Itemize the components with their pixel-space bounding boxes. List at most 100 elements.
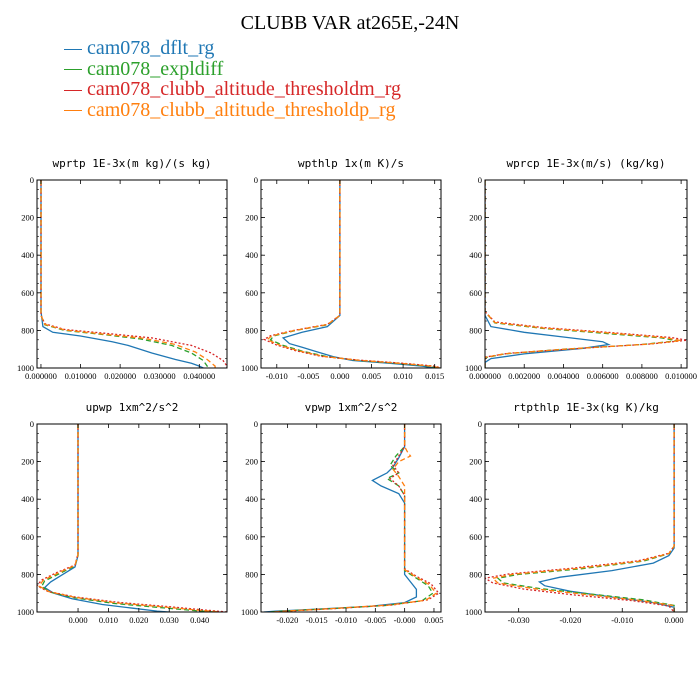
x-tick-label: 0.000000 (25, 371, 57, 381)
y-tick-label: 800 (469, 325, 482, 335)
x-tick-label: -0.020 (559, 615, 581, 625)
x-tick-label: -0.010 (335, 615, 357, 625)
x-tick-label: 0.020000 (104, 371, 136, 381)
series-line-2 (40, 424, 215, 612)
x-tick-label: 0.000 (68, 615, 87, 625)
series-line-4 (266, 180, 441, 368)
x-tick-label: -0.030 (508, 615, 530, 625)
y-tick-label: 400 (245, 250, 258, 260)
panel-title: rtpthlp 1E-3x(kg K)/kg (513, 401, 659, 414)
y-tick-label: 600 (245, 532, 258, 542)
y-tick-label: 600 (469, 288, 482, 298)
x-tick-label: 0.040 (190, 615, 209, 625)
y-tick-label: 0 (254, 175, 258, 185)
x-tick-label: -0.020 (276, 615, 298, 625)
legend-label-3: cam078_clubb_altitude_thresholdm_rg (87, 78, 402, 100)
legend-entry-3: cam078_clubb_altitude_thresholdm_rg (64, 79, 401, 100)
x-tick-label: -0.015 (306, 615, 328, 625)
y-tick-label: 1000 (241, 363, 258, 373)
x-tick-label: 0.015 (425, 371, 444, 381)
y-tick-label: 600 (245, 288, 258, 298)
y-tick-label: 0 (478, 419, 482, 429)
y-tick-label: 400 (469, 250, 482, 260)
series-line-3 (37, 424, 227, 612)
plot-frame (36, 423, 228, 613)
y-tick-label: 1000 (241, 607, 258, 617)
y-tick-label: 800 (21, 325, 34, 335)
legend: cam078_dflt_rg cam078_expldiff cam078_cl… (64, 38, 401, 120)
x-tick-label: -0.010 (266, 371, 288, 381)
panel-5: vpwp 1xm^2/s^2 0 200 400 600 800 1000 -0.020 -0.… (241, 401, 444, 625)
series-line-3 (485, 180, 687, 368)
y-tick-label: 0 (30, 419, 34, 429)
figure-title: CLUBB VAR at265E,-24N (240, 12, 460, 34)
y-tick-label: 400 (245, 494, 258, 504)
legend-label-4: cam078_clubb_altitude_thresholdp_rg (87, 98, 396, 121)
plot-frame (260, 423, 442, 613)
y-tick-label: 0 (254, 419, 258, 429)
x-tick-label: -0.005 (297, 371, 319, 381)
panel-3: wprcp 1E-3x(m/s) (kg/kg) 0 200 400 600 800 100… (465, 157, 697, 381)
x-tick-label: -0.010 (611, 615, 633, 625)
plot-frame (260, 179, 442, 369)
series-line-4 (491, 424, 675, 612)
x-tick-label: 0.030000 (144, 371, 176, 381)
series-line-1 (40, 180, 204, 368)
y-tick-label: 800 (245, 569, 258, 579)
x-tick-label: 0.000 (330, 371, 349, 381)
legend-entry-2: cam078_expldiff (64, 58, 401, 80)
y-tick-label: 200 (469, 457, 482, 467)
x-tick-label: 0.040000 (183, 371, 215, 381)
y-tick-label: 200 (245, 457, 258, 467)
x-tick-label: 0.010000 (665, 371, 697, 381)
y-tick-label: 600 (21, 288, 34, 298)
y-tick-label: 600 (469, 532, 482, 542)
y-tick-label: 1000 (17, 607, 34, 617)
y-tick-label: 200 (21, 213, 34, 223)
x-tick-label: 0.000000 (469, 371, 501, 381)
series-line-4 (485, 180, 682, 368)
panel-title: wprcp 1E-3x(m/s) (kg/kg) (507, 157, 666, 170)
x-tick-label: 0.006000 (587, 371, 619, 381)
x-tick-label: 0.005 (424, 615, 443, 625)
panel-title: upwp 1xm^2/s^2 (86, 401, 179, 414)
panel-title: wprtp 1E-3x(m kg)/(s kg) (53, 157, 212, 170)
series-line-4 (40, 180, 216, 368)
y-tick-label: 0 (478, 175, 482, 185)
x-tick-label: 0.010 (99, 615, 118, 625)
legend-swatch-1 (64, 48, 82, 50)
series-line-2 (269, 180, 441, 368)
y-tick-label: 800 (469, 569, 482, 579)
series-line-1 (281, 180, 435, 368)
x-tick-label: 0.010000 (65, 371, 97, 381)
x-tick-label: 0.004000 (548, 371, 580, 381)
panel-1: wprtp 1E-3x(m kg)/(s kg) 0 200 400 600 800 100… (17, 157, 228, 381)
x-tick-label: 0.008000 (626, 371, 658, 381)
x-tick-label: -0.000 (394, 615, 416, 625)
series-line-4 (38, 424, 221, 612)
series-line-3 (262, 180, 441, 368)
x-tick-label: 0.030 (160, 615, 179, 625)
legend-label-1: cam078_dflt_rg (87, 37, 215, 59)
y-tick-label: 1000 (465, 363, 482, 373)
y-tick-label: 1000 (465, 607, 482, 617)
legend-swatch-4 (64, 110, 82, 112)
y-tick-label: 600 (21, 532, 34, 542)
y-tick-label: 400 (21, 494, 34, 504)
plot-frame (36, 179, 228, 369)
x-tick-label: 0.002000 (508, 371, 540, 381)
legend-entry-1: cam078_dflt_rg (64, 38, 401, 59)
series-line-1 (537, 424, 675, 612)
x-tick-label: 0.000 (664, 615, 683, 625)
series-line-2 (496, 424, 675, 612)
series-line-2 (269, 424, 434, 612)
panel-title: vpwp 1xm^2/s^2 (305, 401, 398, 414)
y-tick-label: 200 (469, 213, 482, 223)
y-tick-label: 800 (21, 569, 34, 579)
series-line-3 (275, 424, 440, 612)
y-tick-label: 800 (245, 325, 258, 335)
panel-4: upwp 1xm^2/s^2 0 200 400 600 800 1000 0.000 0.01… (17, 401, 228, 625)
legend-swatch-2 (64, 69, 82, 71)
